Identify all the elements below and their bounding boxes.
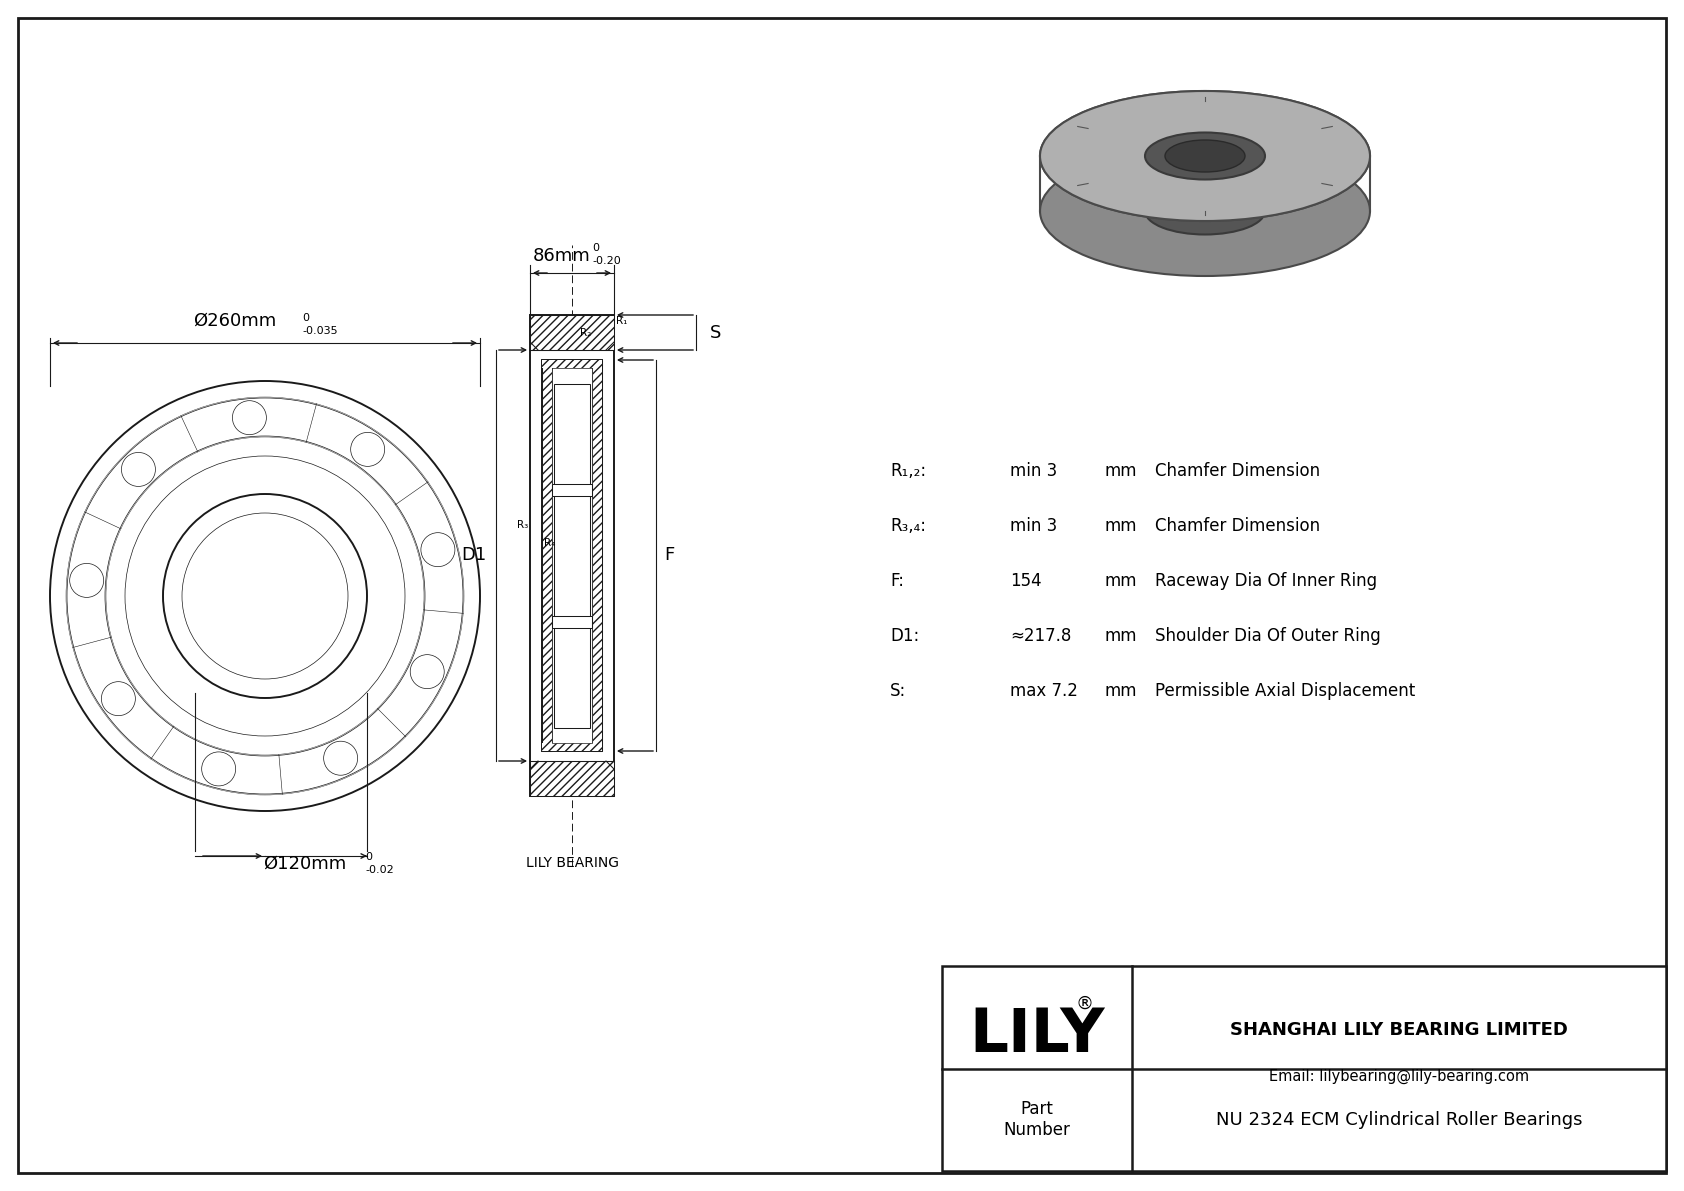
Bar <box>552 368 593 743</box>
Text: SHANGHAI LILY BEARING LIMITED: SHANGHAI LILY BEARING LIMITED <box>1229 1021 1568 1039</box>
Text: 0: 0 <box>365 852 372 862</box>
Bar <box>542 360 601 368</box>
Text: R₄: R₄ <box>544 537 556 548</box>
Text: S: S <box>711 324 721 342</box>
Bar <box>554 384 589 728</box>
Text: Chamfer Dimension: Chamfer Dimension <box>1155 517 1320 535</box>
Text: mm: mm <box>1105 626 1137 646</box>
Text: mm: mm <box>1105 462 1137 480</box>
Bar <box>552 484 593 495</box>
Text: Ø260mm: Ø260mm <box>194 312 276 330</box>
Bar <box>542 360 552 752</box>
Text: R₁,₂:: R₁,₂: <box>891 462 926 480</box>
Ellipse shape <box>1165 141 1244 172</box>
Text: 86mm: 86mm <box>534 247 591 266</box>
Text: 154: 154 <box>1010 572 1042 590</box>
Ellipse shape <box>1145 132 1265 180</box>
Text: Chamfer Dimension: Chamfer Dimension <box>1155 462 1320 480</box>
Text: LILY BEARING: LILY BEARING <box>525 856 618 869</box>
Text: 0: 0 <box>301 313 308 323</box>
Text: Shoulder Dia Of Outer Ring: Shoulder Dia Of Outer Ring <box>1155 626 1381 646</box>
Bar <box>530 761 615 796</box>
Text: -0.02: -0.02 <box>365 865 394 875</box>
Text: ≈217.8: ≈217.8 <box>1010 626 1071 646</box>
Bar <box>530 314 615 796</box>
Ellipse shape <box>1041 91 1371 222</box>
Bar <box>552 616 593 628</box>
Bar <box>593 360 601 752</box>
Text: LILY: LILY <box>970 1006 1105 1065</box>
Text: min 3: min 3 <box>1010 517 1058 535</box>
Text: F: F <box>663 547 674 565</box>
Text: 0: 0 <box>593 243 600 252</box>
Text: mm: mm <box>1105 517 1137 535</box>
Text: mm: mm <box>1105 572 1137 590</box>
Text: min 3: min 3 <box>1010 462 1058 480</box>
Text: D1: D1 <box>461 547 487 565</box>
Text: -0.20: -0.20 <box>593 256 621 266</box>
Text: Email: lilybearing@lily-bearing.com: Email: lilybearing@lily-bearing.com <box>1270 1070 1529 1084</box>
Bar <box>542 743 601 752</box>
Text: R₂: R₂ <box>581 328 591 338</box>
Text: Part
Number: Part Number <box>1004 1100 1071 1139</box>
Ellipse shape <box>1041 91 1371 222</box>
Text: S:: S: <box>891 682 906 700</box>
Ellipse shape <box>1145 187 1265 235</box>
Text: R₃,₄:: R₃,₄: <box>891 517 926 535</box>
Text: R₁: R₁ <box>616 316 628 326</box>
Text: R₃: R₃ <box>517 519 529 530</box>
Text: max 7.2: max 7.2 <box>1010 682 1078 700</box>
Bar <box>941 966 1665 1171</box>
Text: NU 2324 ECM Cylindrical Roller Bearings: NU 2324 ECM Cylindrical Roller Bearings <box>1216 1111 1583 1129</box>
Text: Ø120mm: Ø120mm <box>263 855 347 873</box>
Text: -0.035: -0.035 <box>301 326 337 336</box>
Bar <box>530 314 615 350</box>
Text: mm: mm <box>1105 682 1137 700</box>
Text: F:: F: <box>891 572 904 590</box>
Text: Permissible Axial Displacement: Permissible Axial Displacement <box>1155 682 1415 700</box>
Ellipse shape <box>1041 146 1371 276</box>
Text: ®: ® <box>1076 994 1095 1012</box>
Text: Raceway Dia Of Inner Ring: Raceway Dia Of Inner Ring <box>1155 572 1378 590</box>
Bar <box>542 360 601 752</box>
Text: D1:: D1: <box>891 626 919 646</box>
